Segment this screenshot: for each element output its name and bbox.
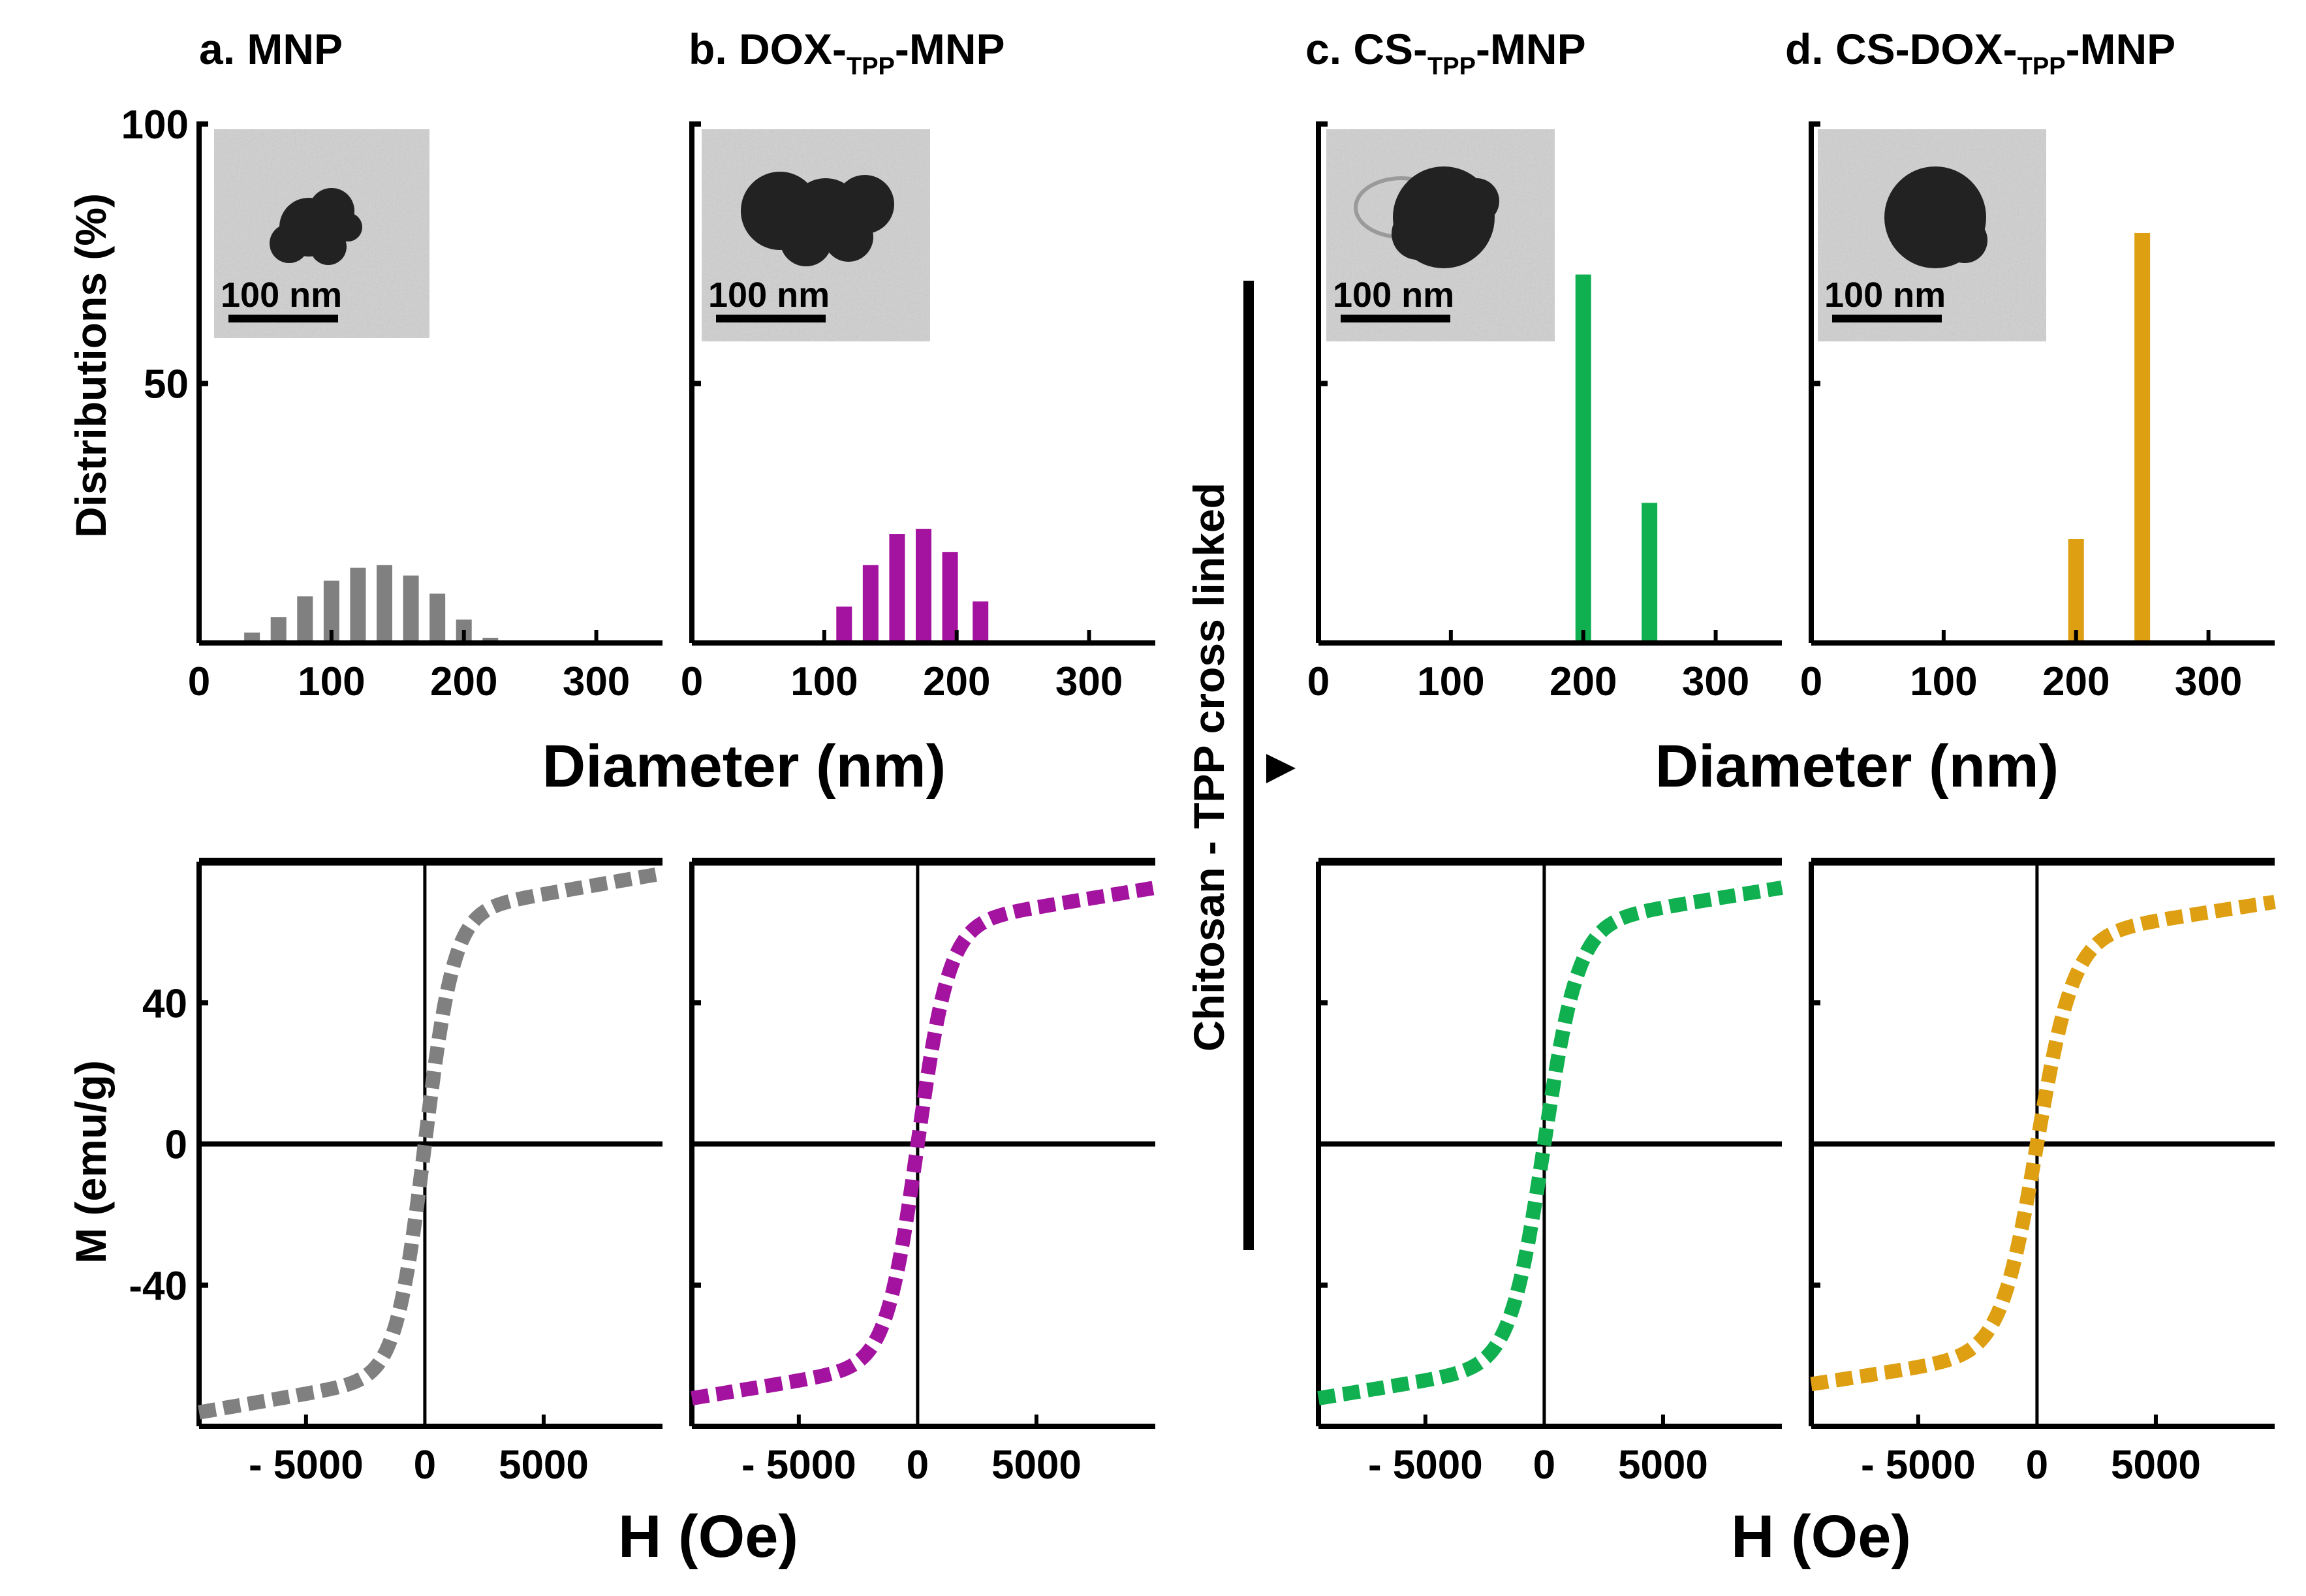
scale-bar-label: 100 nm [221, 275, 342, 315]
tem-insets: 100 nm 100 nm 100 nm 100 nm [214, 129, 2046, 341]
x-tick-label: 100 [298, 659, 365, 704]
dist-chart-d: 0 100 200 300 [1800, 121, 2275, 704]
nanoparticle [1392, 208, 1444, 260]
bar [350, 567, 366, 643]
x-tick-label: 300 [563, 659, 630, 704]
nanoparticle [1890, 181, 1929, 221]
scale-bar-label: 100 nm [1824, 275, 1946, 315]
tem-image-a: 100 nm [214, 129, 429, 338]
nanoparticle [824, 212, 873, 262]
nanoparticle [334, 213, 362, 242]
tem-image-d: 100 nm [1818, 129, 2046, 341]
x-tick-label: 0 [188, 659, 210, 704]
x-tick-label: - 5000 [249, 1443, 364, 1488]
mag-x-axis-title-left: H (Oe) [618, 1503, 798, 1570]
x-tick-label: 300 [1055, 659, 1123, 704]
x-tick-label: 300 [1682, 659, 1749, 704]
x-tick-label: 200 [1550, 659, 1617, 704]
tem-image-b: 100 nm [702, 129, 930, 341]
bar [1575, 274, 1591, 643]
bar [297, 596, 313, 643]
x-tick-label: 5000 [1618, 1443, 1708, 1488]
panel-title-b: b. DOX-TPP-MNP [689, 25, 1005, 80]
mag-x-axis-title-right: H (Oe) [1731, 1503, 1911, 1570]
x-tick-label: 0 [1800, 659, 1822, 704]
bar [862, 565, 879, 643]
bar [429, 593, 446, 643]
panel-title-c: c. CS-TPP-MNP [1305, 25, 1586, 80]
mag-y-axis-title: M (emu/g) [67, 1060, 115, 1264]
x-tick-label: 0 [907, 1443, 929, 1488]
mag-chart-b: - 5000 0 5000 [689, 858, 1157, 1488]
dist-chart-a: 0 100 200 300 50 100 [121, 102, 662, 704]
bar [2134, 232, 2151, 643]
magnetization-curve [691, 881, 1157, 1405]
nanoparticle [1454, 178, 1499, 224]
dist-x-axis-title-left: Diameter (nm) [542, 733, 946, 800]
mag-chart-a: -40 0 40 - 5000 0 5000 [129, 858, 664, 1488]
panel-title-d: d. CS-DOX-TPP-MNP [1785, 25, 2175, 80]
y-tick-label: 0 [165, 1123, 187, 1168]
tem-image-c: 100 nm [1326, 129, 1555, 341]
x-tick-label: 0 [2026, 1443, 2048, 1488]
scale-bar-label: 100 nm [708, 275, 830, 315]
y-tick-label: -40 [129, 1264, 187, 1309]
y-tick-label: 100 [121, 102, 189, 148]
y-tick-label: 40 [142, 981, 187, 1026]
dist-chart-b: 0 100 200 300 [681, 121, 1155, 704]
bar [973, 601, 989, 643]
mag-chart-c: - 5000 0 5000 [1316, 858, 1783, 1488]
x-tick-label: 100 [1417, 659, 1484, 704]
x-tick-label: 300 [2175, 659, 2242, 704]
bar [916, 529, 931, 643]
x-tick-label: 0 [414, 1443, 436, 1488]
bar [889, 534, 905, 643]
x-tick-label: 5000 [2111, 1443, 2201, 1488]
bar [403, 575, 419, 643]
x-tick-label: 5000 [499, 1443, 589, 1488]
nanoparticle [310, 228, 347, 265]
bar [377, 565, 392, 643]
x-tick-label: - 5000 [1368, 1443, 1483, 1488]
bar [270, 617, 287, 643]
dist-x-axis-title-right: Diameter (nm) [1655, 733, 2059, 800]
x-tick-label: 200 [2042, 659, 2110, 704]
dist-y-axis-title: Distributions (%) [67, 193, 115, 538]
x-tick-label: 5000 [991, 1443, 1082, 1488]
dist-chart-c: 0 100 200 300 [1307, 121, 1782, 704]
x-tick-label: 0 [1533, 1443, 1555, 1488]
magnetization-curve [1810, 894, 2276, 1392]
magnetization-curve [1317, 881, 1783, 1405]
x-tick-label: 0 [681, 659, 703, 704]
y-tick-label: 50 [144, 362, 189, 407]
bar [836, 606, 852, 643]
bar [2068, 539, 2084, 643]
mag-chart-d: - 5000 0 5000 [1809, 858, 2276, 1488]
nanoparticle [780, 214, 832, 266]
x-tick-label: 0 [1307, 659, 1330, 704]
distribution-charts: 0 100 200 300 50 100 0 100 200 300 0 100 200 300 0 100 2… [121, 102, 2275, 704]
bar [1642, 503, 1658, 643]
magnetization-curve [198, 866, 664, 1420]
x-tick-label: 100 [1910, 659, 1977, 704]
nanoparticle [1942, 217, 1987, 263]
x-tick-label: 200 [430, 659, 497, 704]
x-tick-label: - 5000 [1861, 1443, 1976, 1488]
separator-label: Chitosan - TPP cross linked [1185, 482, 1233, 1052]
x-tick-label: - 5000 [741, 1443, 856, 1488]
x-tick-label: 200 [923, 659, 990, 704]
bar [942, 552, 958, 643]
x-tick-label: 100 [790, 659, 858, 704]
scale-bar-label: 100 nm [1333, 275, 1454, 315]
panel-title-a: a. MNP [199, 25, 343, 73]
nanoparticle [270, 224, 309, 263]
right-arrow-icon [1266, 754, 1296, 783]
